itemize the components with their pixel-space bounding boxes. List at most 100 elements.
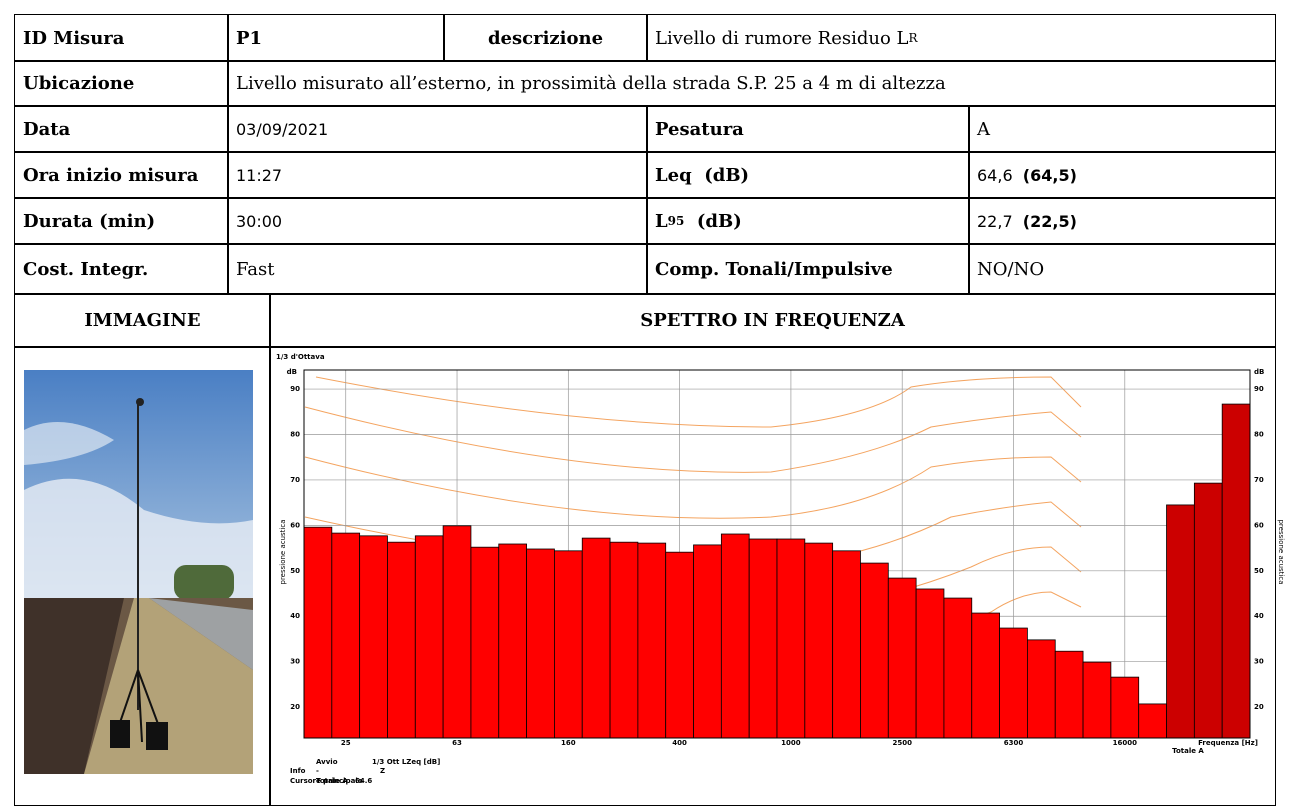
y-axis-label: pressione acustica <box>1277 519 1285 584</box>
cell: 03/09/2021 <box>227 105 648 153</box>
label: ID Misura <box>23 28 124 49</box>
x-tick-label: 2500 <box>892 739 912 747</box>
y-tick-label: 70 <box>290 476 300 484</box>
bar <box>944 598 972 738</box>
y-tick-label: 50 <box>1254 567 1264 575</box>
y-tick-label: 40 <box>290 612 300 620</box>
cell: A <box>968 105 1276 153</box>
bar <box>777 539 805 738</box>
label: Data <box>23 119 70 140</box>
value: 30:00 <box>236 212 282 231</box>
cell: Durata (min) <box>14 197 229 245</box>
label: (dB) <box>697 211 742 232</box>
cell: Cost. Integr. <box>14 243 229 295</box>
x-tick-label: 1000 <box>781 739 801 747</box>
cell: 11:27 <box>227 151 648 199</box>
x-tick-label: 400 <box>672 739 687 747</box>
y-tick-label: 50 <box>290 567 300 575</box>
page: ID Misura P1 descrizione Livello di rumo… <box>0 0 1290 792</box>
label: Comp. Tonali/Impulsive <box>655 259 893 280</box>
cell: Leq (dB) <box>646 151 970 199</box>
y-tick-label: 20 <box>290 703 300 711</box>
bar <box>1111 677 1139 738</box>
y-tick-label: 80 <box>290 431 300 439</box>
cell: Ubicazione <box>14 60 229 107</box>
y-tick-label: 80 <box>1254 431 1264 439</box>
bar <box>1055 651 1083 738</box>
y-tick-label: 20 <box>1254 703 1264 711</box>
bar <box>694 545 722 738</box>
cell: P1 <box>227 14 445 62</box>
info-text: - <box>316 767 319 775</box>
bar <box>833 551 861 738</box>
x-tick-label: 6300 <box>1004 739 1024 747</box>
value: 22,7 <box>977 212 1013 231</box>
info-text: Avvio <box>316 758 338 766</box>
bar <box>1139 704 1167 738</box>
bar <box>1027 640 1055 738</box>
x-axis-label: Frequenza [Hz] <box>1198 739 1258 747</box>
y-tick-label: 70 <box>1254 476 1264 484</box>
cell: Fast <box>227 243 648 295</box>
total-label: Totale A <box>1172 747 1204 755</box>
cell: descrizione <box>443 14 648 62</box>
y-unit: dB <box>287 368 297 376</box>
y-unit: dB <box>1254 368 1264 376</box>
value: NO/NO <box>977 259 1044 280</box>
value: 64,6 <box>977 166 1013 185</box>
value: 11:27 <box>236 166 282 185</box>
y-tick-label: 30 <box>1254 658 1264 666</box>
bar <box>360 536 388 738</box>
label: Ora inizio misura <box>23 165 198 186</box>
bar <box>916 589 944 738</box>
y-tick-label: 30 <box>290 658 300 666</box>
cell: 22,7 (22,5) <box>968 197 1276 245</box>
cell: 30:00 <box>227 197 648 245</box>
cell: IMMAGINE <box>14 293 271 348</box>
header: SPETTRO IN FREQUENZA <box>640 310 905 331</box>
bar <box>638 543 666 738</box>
label: Durata (min) <box>23 211 155 232</box>
bar <box>888 578 916 738</box>
bar <box>582 538 610 738</box>
bar <box>304 527 332 738</box>
bar <box>972 613 1000 738</box>
y-tick-label: 90 <box>1254 385 1264 393</box>
y-tick-label: 60 <box>1254 521 1264 529</box>
bar <box>666 552 694 738</box>
bar <box>721 534 749 738</box>
value: Fast <box>236 259 274 280</box>
label: descrizione <box>488 28 603 49</box>
label: Pesatura <box>655 119 744 140</box>
bar <box>610 542 638 738</box>
cell: Ora inizio misura <box>14 151 229 199</box>
label: Ubicazione <box>23 73 134 94</box>
subscript: R <box>909 31 918 45</box>
bar <box>1222 404 1250 738</box>
cell: 64,6 (64,5) <box>968 151 1276 199</box>
bar <box>415 536 443 738</box>
y-tick-label: 60 <box>290 521 300 529</box>
bar <box>749 539 777 738</box>
value-bold: (64,5) <box>1023 166 1077 185</box>
bar <box>554 551 582 738</box>
x-tick-label: 160 <box>561 739 576 747</box>
value: P1 <box>236 28 262 49</box>
photo <box>24 370 253 774</box>
y-tick-label: 40 <box>1254 612 1264 620</box>
value: 03/09/2021 <box>236 120 328 139</box>
bar <box>332 533 360 738</box>
cell: Pesatura <box>646 105 970 153</box>
bar <box>1194 483 1222 738</box>
cell: ID Misura <box>14 14 229 62</box>
header: IMMAGINE <box>84 310 200 331</box>
bar <box>805 543 833 738</box>
cell: SPETTRO IN FREQUENZA <box>269 293 1276 348</box>
value: A <box>977 119 990 140</box>
bar <box>471 547 499 738</box>
value-bold: (22,5) <box>1023 212 1077 231</box>
bar <box>1083 662 1111 738</box>
label: Leq (dB) <box>655 165 749 186</box>
y-axis-label: pressione acustica <box>279 519 287 584</box>
